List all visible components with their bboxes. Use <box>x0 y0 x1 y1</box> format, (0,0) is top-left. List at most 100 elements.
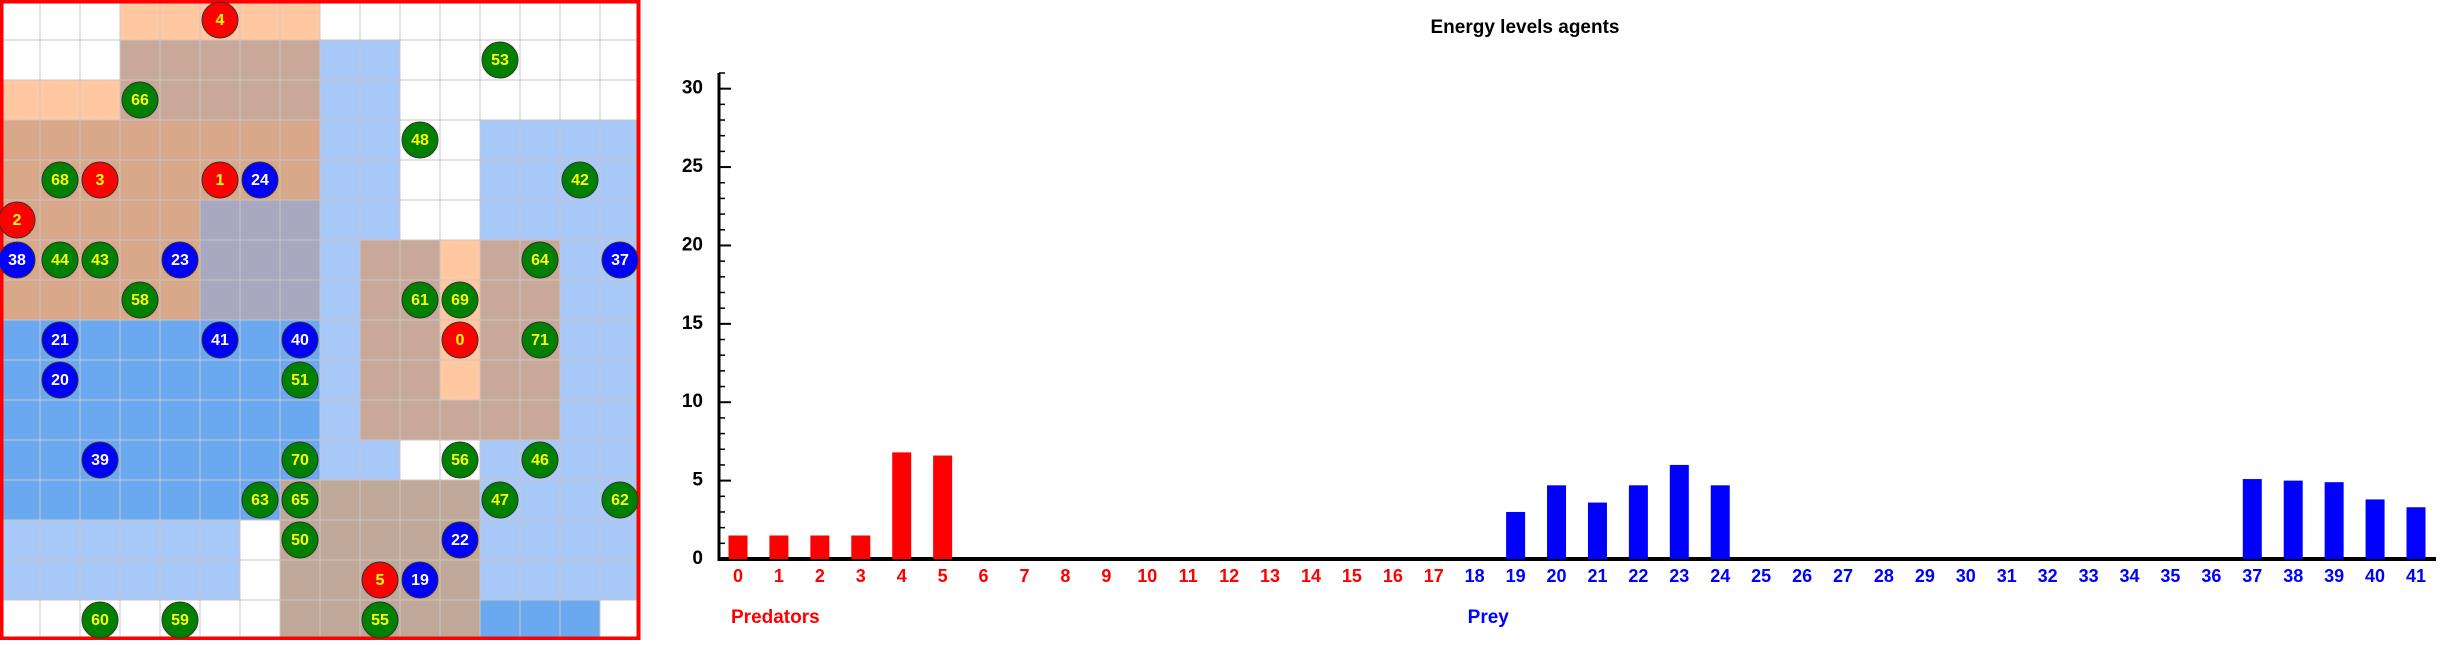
agent-label: 61 <box>411 292 429 309</box>
x-tick-label: 37 <box>2242 566 2262 586</box>
agent-label: 44 <box>51 252 69 269</box>
agent <box>601 241 639 279</box>
x-tick-label: 16 <box>1383 566 1403 586</box>
chart-title: Energy levels agents <box>1430 17 1619 38</box>
agent-label: 68 <box>51 172 69 189</box>
agent <box>441 321 479 359</box>
agent-label: 63 <box>251 492 269 509</box>
bar <box>810 535 830 559</box>
agent-label: 47 <box>491 492 509 509</box>
agent <box>81 441 119 479</box>
x-tick-label: 28 <box>1874 566 1894 586</box>
agent-label: 38 <box>8 252 26 269</box>
x-tick-label: 9 <box>1101 566 1111 586</box>
x-tick-label: 3 <box>856 566 866 586</box>
agent <box>401 281 439 319</box>
agent <box>601 481 639 519</box>
agent <box>481 481 519 519</box>
agent <box>401 561 439 599</box>
bar <box>2406 507 2426 559</box>
bar <box>2365 499 2385 559</box>
agent-label: 41 <box>211 332 229 349</box>
agent <box>481 41 519 79</box>
agent <box>241 481 279 519</box>
agent-label: 42 <box>571 172 589 189</box>
agent-label: 43 <box>91 252 109 269</box>
agent <box>201 1 239 39</box>
agent <box>81 161 119 199</box>
agent-label: 69 <box>451 292 469 309</box>
agent <box>201 321 239 359</box>
y-tick-label: 20 <box>682 234 703 255</box>
agent-label: 70 <box>291 452 309 469</box>
bar <box>851 535 871 559</box>
bar <box>1506 511 1526 559</box>
agent <box>401 121 439 159</box>
y-tick-label: 5 <box>692 470 703 491</box>
x-tick-label: 31 <box>1997 566 2017 586</box>
agent-label: 65 <box>291 492 309 509</box>
vision-zone <box>480 600 600 640</box>
agent <box>241 161 279 199</box>
agent <box>441 521 479 559</box>
agent <box>41 161 79 199</box>
x-tick-label: 41 <box>2406 566 2426 586</box>
x-tick-label: 0 <box>733 566 743 586</box>
agent <box>441 441 479 479</box>
agent <box>281 441 319 479</box>
agent-label: 40 <box>291 332 309 349</box>
x-tick-label: 33 <box>2079 566 2099 586</box>
agent <box>121 81 159 119</box>
bar <box>2324 482 2344 559</box>
agent-label: 4 <box>216 12 225 29</box>
agent <box>121 281 159 319</box>
bar <box>2242 479 2262 559</box>
agent-label: 51 <box>291 372 309 389</box>
agent-label: 24 <box>251 172 269 189</box>
agent <box>521 321 559 359</box>
y-tick-label: 10 <box>682 391 703 412</box>
agent-label: 39 <box>91 452 109 469</box>
x-tick-label: 14 <box>1301 566 1321 586</box>
agent-label: 23 <box>171 252 189 269</box>
vision-zone <box>200 200 320 320</box>
agent-label: 71 <box>531 332 549 349</box>
x-tick-label: 32 <box>2038 566 2058 586</box>
agent-label: 56 <box>451 452 469 469</box>
x-tick-label: 24 <box>1710 566 1730 586</box>
agent-label: 64 <box>531 252 549 269</box>
agent <box>0 201 36 239</box>
agent-label: 5 <box>376 572 385 589</box>
agent <box>81 601 119 639</box>
agent-label: 59 <box>171 612 189 629</box>
bar <box>2283 480 2303 559</box>
agent <box>561 161 599 199</box>
agent-label: 60 <box>91 612 109 629</box>
x-tick-label: 19 <box>1506 566 1526 586</box>
x-tick-label: 38 <box>2283 566 2303 586</box>
x-tick-label: 23 <box>1669 566 1689 586</box>
agent-label: 53 <box>491 52 509 69</box>
x-tick-label: 26 <box>1792 566 1812 586</box>
x-tick-label: 12 <box>1219 566 1239 586</box>
agent-label: 58 <box>131 292 149 309</box>
bar <box>933 455 953 559</box>
agent <box>0 241 36 279</box>
agent <box>161 601 199 639</box>
x-tick-label: 30 <box>1956 566 1976 586</box>
y-tick-label: 0 <box>692 548 703 569</box>
agent <box>361 601 399 639</box>
x-tick-label: 36 <box>2201 566 2221 586</box>
agent <box>41 361 79 399</box>
agent <box>281 521 319 559</box>
agent-label: 48 <box>411 132 429 149</box>
x-tick-label: 13 <box>1260 566 1280 586</box>
x-tick-label: 20 <box>1547 566 1567 586</box>
x-tick-label: 22 <box>1628 566 1648 586</box>
agent <box>41 321 79 359</box>
x-tick-label: 25 <box>1751 566 1771 586</box>
x-tick-label: 2 <box>815 566 825 586</box>
agent <box>161 241 199 279</box>
bar <box>1587 502 1607 559</box>
